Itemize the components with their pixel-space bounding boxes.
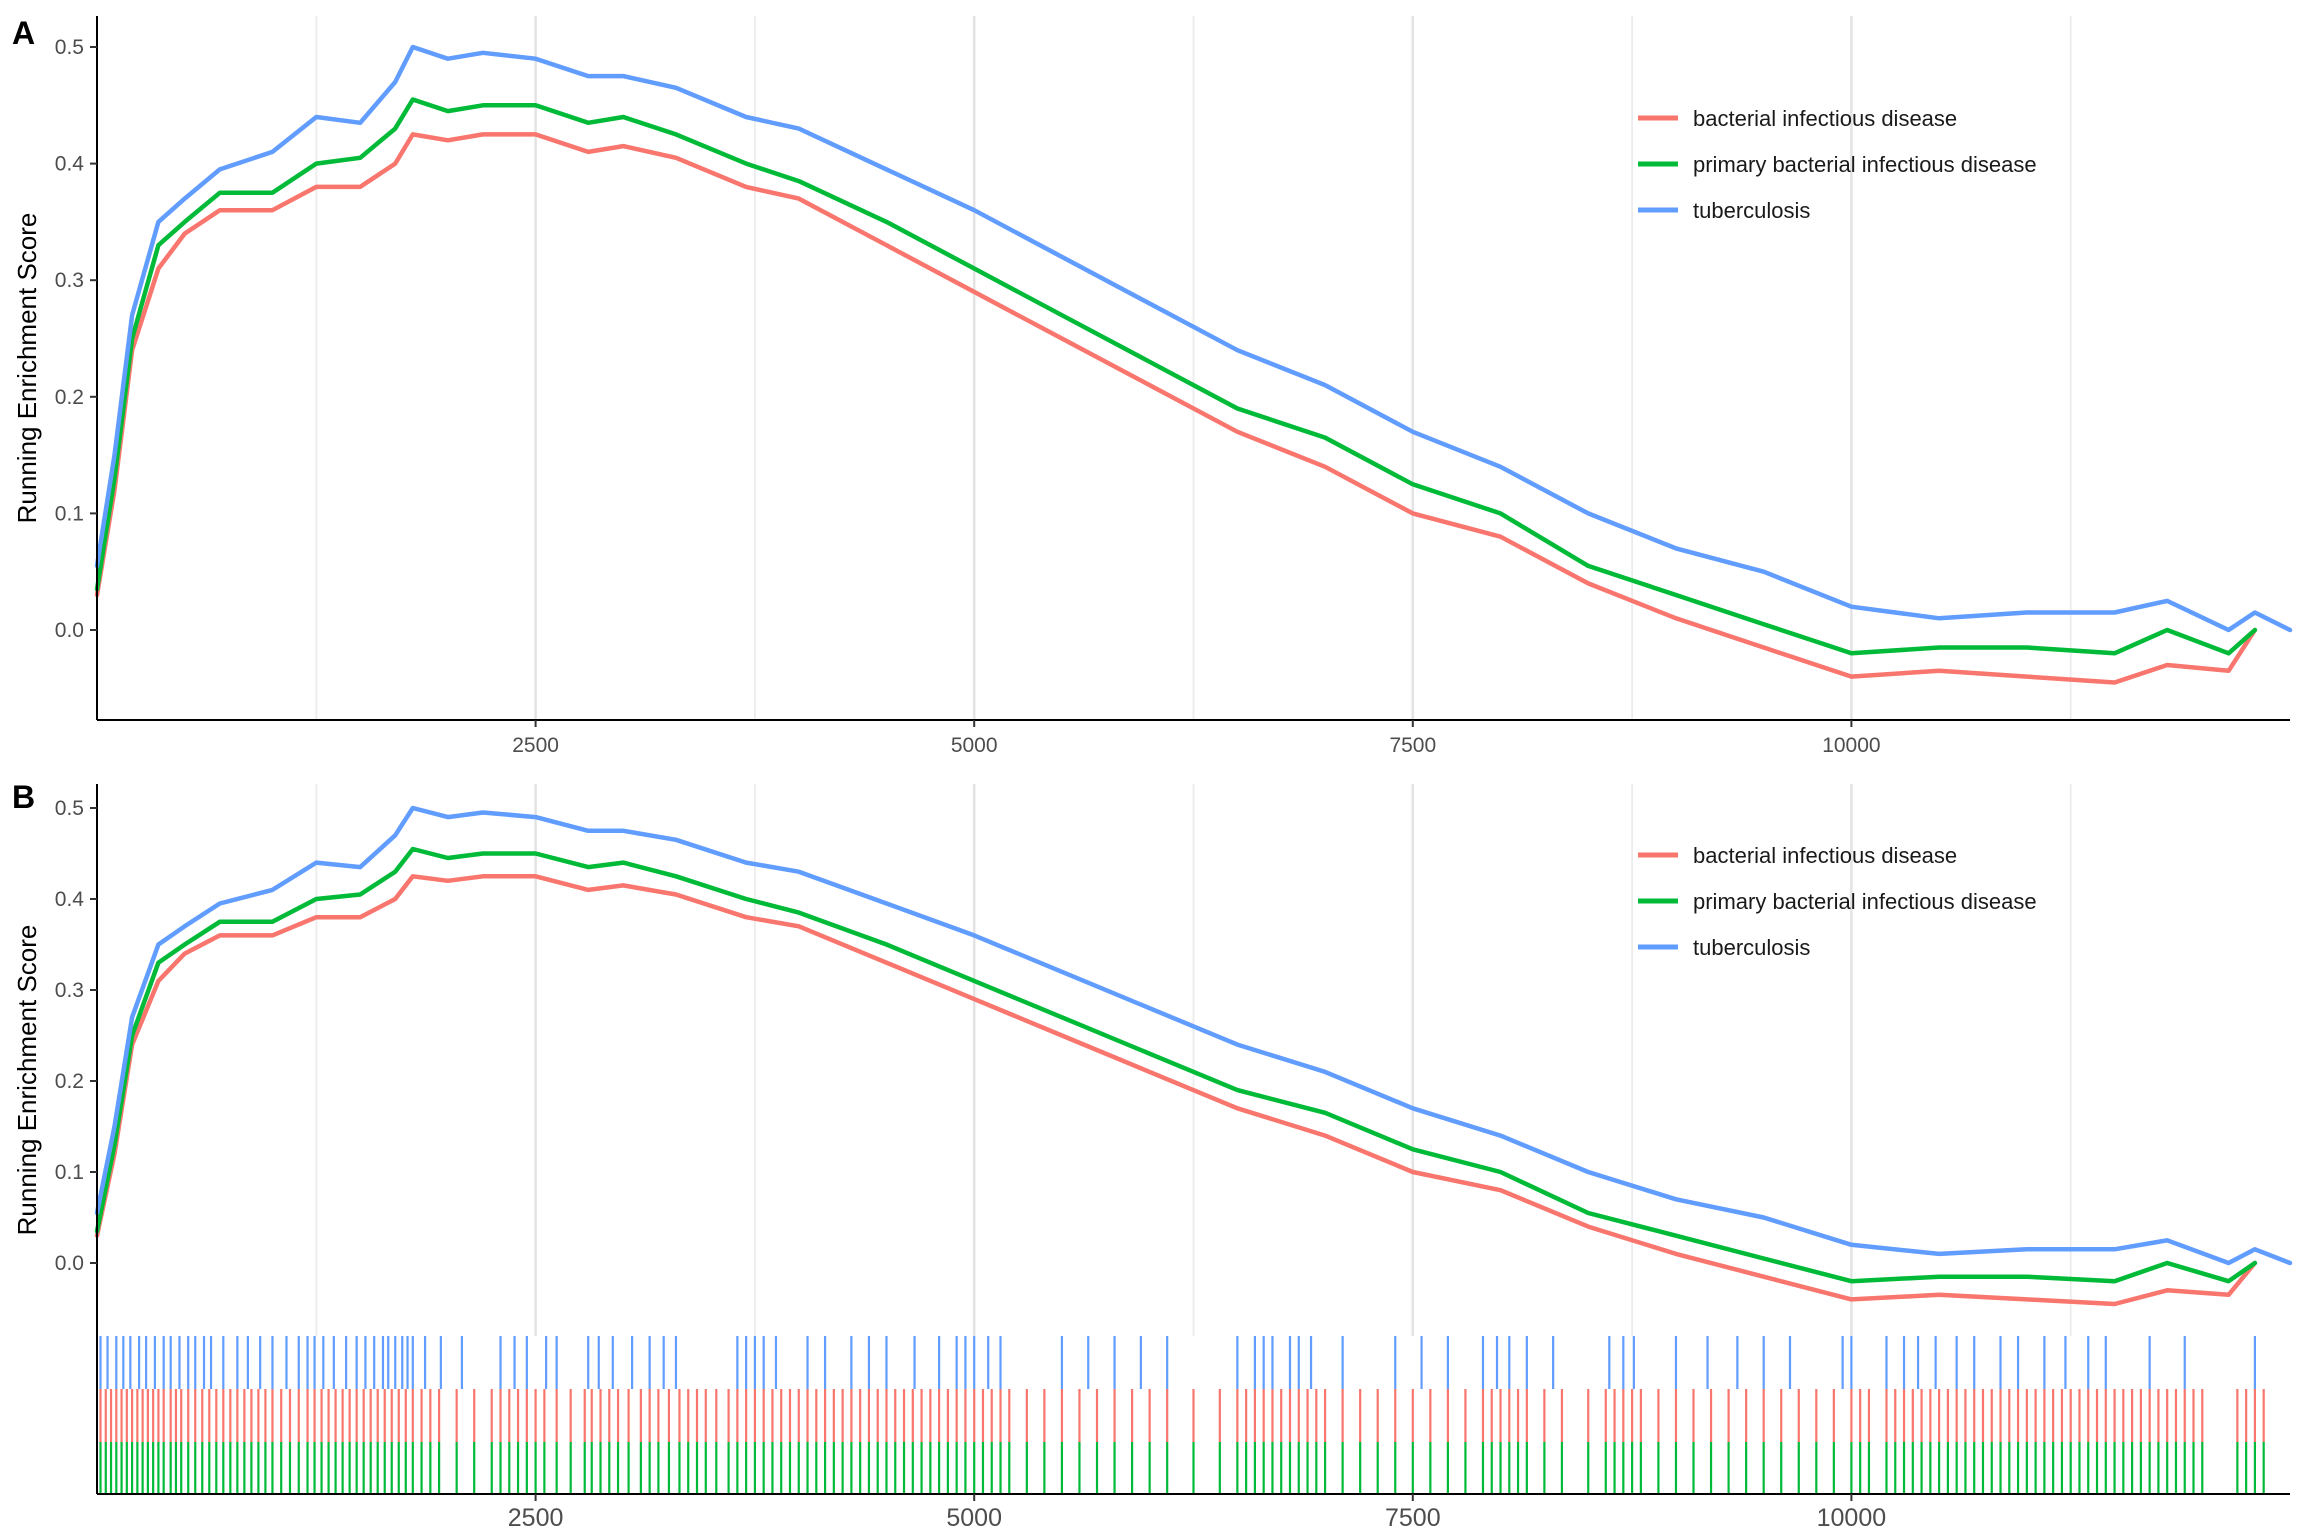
panel-b-series-line — [94, 846, 2258, 1284]
panel-b-y-ticks: 0.0 0.1 0.2 0.3 0.4 0.5 — [55, 797, 97, 1275]
panel-a-x-tick-label: 10000 — [1822, 734, 1880, 757]
panel-b-y-tick-label: 0.4 — [55, 888, 85, 911]
panel-b-y-tick-label: 0.2 — [55, 1070, 84, 1093]
panel-b-tag: B — [12, 779, 35, 815]
panel-a-series-line — [94, 132, 2258, 685]
panel-b-lines — [94, 805, 2293, 1307]
panel-b-y-tick-label: 0.1 — [55, 1161, 84, 1184]
panel-a: 0.0 0.1 0.2 0.3 0.4 0.5 2500 5000 7500 10000 Run… — [12, 15, 2293, 757]
panel-b-x-tick-label: 2500 — [508, 1504, 564, 1532]
panel-a-y-tick-label: 0.0 — [55, 619, 84, 642]
panel-b-x-tick-label: 10000 — [1817, 1504, 1887, 1532]
panel-a-y-tick-label: 0.5 — [55, 36, 84, 59]
panel-b-legend-label: tuberculosis — [1693, 935, 1810, 960]
panel-a-y-tick-label: 0.3 — [55, 269, 84, 292]
panel-b-hit-rugs — [99, 1336, 2265, 1495]
panel-b-series-line — [94, 874, 2258, 1307]
panel-a-y-ticks: 0.0 0.1 0.2 0.3 0.4 0.5 — [55, 36, 97, 642]
panel-a-x-tick-label: 2500 — [512, 734, 559, 757]
panel-b-x-ticks: 2500 5000 7500 10000 — [508, 1494, 1886, 1532]
panel-b-y-tick-label: 0.3 — [55, 979, 84, 1002]
panel-a-tag: A — [12, 15, 35, 51]
panel-a-series-line — [94, 44, 2293, 633]
panel-a-legend-label: bacterial infectious disease — [1693, 106, 1957, 131]
panel-a-x-tick-label: 7500 — [1389, 734, 1436, 757]
panel-b-x-tick-label: 5000 — [946, 1504, 1002, 1532]
panel-b-legend-label: primary bacterial infectious disease — [1693, 889, 2037, 914]
panel-a-x-ticks: 2500 5000 7500 10000 — [512, 720, 1881, 757]
panel-a-legend-label: tuberculosis — [1693, 198, 1810, 223]
panel-b-x-tick-label: 7500 — [1385, 1504, 1441, 1532]
panel-b-legend-label: bacterial infectious disease — [1693, 843, 1957, 868]
panel-a-x-tick-label: 5000 — [951, 734, 998, 757]
panel-a-lines — [94, 44, 2293, 685]
panel-b-legend: bacterial infectious disease primary bact… — [1638, 843, 2037, 960]
panel-a-y-axis-title: Running Enrichment Score — [12, 213, 42, 524]
panel-a-y-tick-label: 0.1 — [55, 502, 84, 525]
panel-a-y-tick-label: 0.4 — [55, 153, 85, 176]
panel-a-series-line — [94, 97, 2258, 656]
panel-b: 0.0 0.1 0.2 0.3 0.4 0.5 2500 5000 7500 10000 Run… — [12, 779, 2293, 1532]
panel-a-legend-label: primary bacterial infectious disease — [1693, 152, 2037, 177]
panel-b-y-tick-label: 0.0 — [55, 1252, 84, 1275]
panel-a-legend: bacterial infectious disease primary bact… — [1638, 106, 2037, 223]
panel-b-y-axis-title: Running Enrichment Score — [12, 925, 42, 1236]
panel-a-y-tick-label: 0.2 — [55, 386, 84, 409]
panel-b-y-tick-label: 0.5 — [55, 797, 84, 820]
panel-b-series-line — [94, 805, 2293, 1266]
